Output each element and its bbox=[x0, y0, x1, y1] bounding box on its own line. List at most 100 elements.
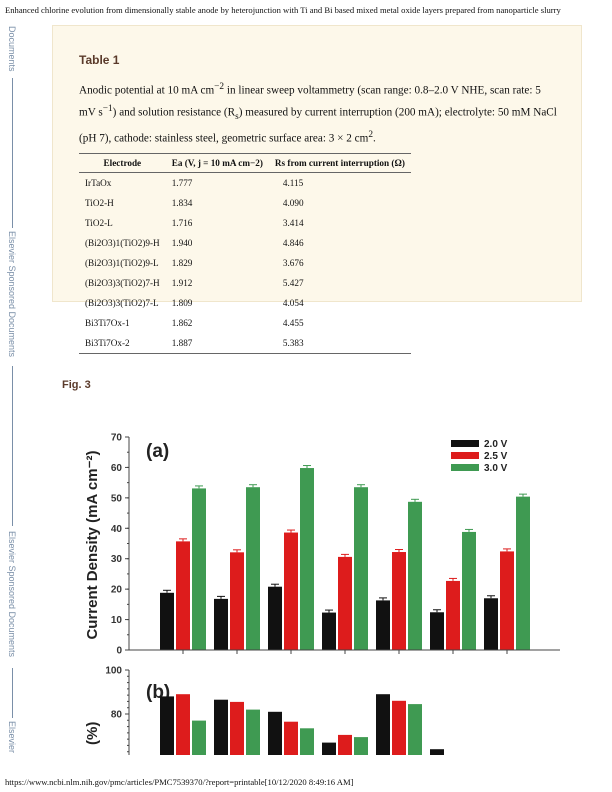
bar-20V bbox=[430, 749, 444, 755]
table-panel: Table 1 Anodic potential at 10 mA cm−2 i… bbox=[52, 25, 582, 354]
table-cell: 4.846 bbox=[282, 238, 304, 248]
bar-20V bbox=[214, 598, 228, 650]
bar-25V bbox=[500, 551, 514, 650]
bar-20V bbox=[376, 600, 390, 650]
table-cell: 1.829 bbox=[171, 258, 193, 268]
bar-25V bbox=[230, 552, 244, 650]
bar-20V bbox=[268, 586, 282, 650]
bar-25V bbox=[338, 556, 352, 650]
table-cell: 4.054 bbox=[282, 298, 304, 308]
y-tick-label: 20 bbox=[111, 585, 123, 596]
legend-label: 2.0 V bbox=[484, 439, 508, 450]
table-cell: 3.676 bbox=[282, 258, 304, 268]
figure-3-chart: 0 10 20 30 40 50 60 70 (a) Current Density (mA cm… bbox=[84, 433, 560, 755]
column-header: Electrode bbox=[79, 153, 166, 173]
table-title: Table 1 bbox=[79, 53, 120, 67]
bar-25V bbox=[176, 694, 190, 755]
figure-label: Fig. 3 bbox=[62, 379, 91, 391]
column-header: Rs from current interruption (Ω) bbox=[268, 153, 411, 173]
y-tick-label: 30 bbox=[111, 554, 123, 565]
bar-25V bbox=[284, 721, 298, 755]
table-cell: Bi3Ti7Ox-2 bbox=[79, 333, 166, 354]
table-cell: IrTaOx bbox=[85, 178, 112, 188]
page-footer: https://www.ncbi.nlm.nih.gov/pmc/article… bbox=[5, 777, 354, 787]
table-cell: 1.834 bbox=[171, 198, 193, 208]
table-row: (Bi2O3)1(TiO2)9-L 1.829 3.676 bbox=[79, 253, 411, 273]
y-tick-label: 10 bbox=[111, 615, 123, 626]
bar-30V bbox=[354, 487, 368, 650]
y-tick-label: 100 bbox=[105, 666, 122, 677]
column-header: Ea (V, j = 10 mA cm−2) bbox=[165, 153, 269, 173]
bar-30V bbox=[300, 468, 314, 650]
table-caption: Anodic potential at 10 mA cm−2 in linear… bbox=[79, 82, 557, 145]
table-cell: Bi3Ti7Ox-1 bbox=[85, 318, 130, 328]
table-row: IrTaOx 1.777 4.115 bbox=[79, 173, 411, 194]
table-row: Bi3Ti7Ox-1 1.862 4.455 bbox=[79, 313, 411, 333]
table-row: (Bi2O3)3(TiO2)7-H 1.912 5.427 bbox=[79, 273, 411, 293]
panel-label: (a) bbox=[146, 441, 169, 462]
bar-30V bbox=[408, 704, 422, 755]
page-header: Enhanced chlorine evolution from dimensi… bbox=[5, 5, 561, 15]
legend-swatch bbox=[451, 452, 479, 459]
table-cell: 1.912 bbox=[171, 278, 193, 288]
bar-30V bbox=[246, 709, 260, 755]
table-row: (Bi2O3)3(TiO2)7-L 1.809 4.054 bbox=[79, 293, 411, 313]
bar-25V bbox=[392, 700, 406, 755]
table-cell: 1.716 bbox=[171, 218, 193, 228]
bar-25V bbox=[230, 701, 244, 755]
legend-swatch bbox=[451, 464, 479, 471]
bar-30V bbox=[408, 501, 422, 650]
bar-20V bbox=[322, 612, 336, 650]
bar-25V bbox=[176, 541, 190, 650]
bar-30V bbox=[462, 531, 476, 650]
table-cell: 3.414 bbox=[282, 218, 304, 228]
bar-25V bbox=[446, 580, 460, 650]
y-tick-label: 50 bbox=[111, 493, 123, 504]
bar-30V bbox=[300, 728, 314, 755]
bar-30V bbox=[192, 720, 206, 755]
y-axis-label: Current Density (mA cm⁻²) bbox=[84, 450, 101, 639]
table-cell: 1.940 bbox=[171, 238, 193, 248]
table-cell: 5.427 bbox=[282, 278, 304, 288]
bar-20V bbox=[268, 711, 282, 755]
table-row: TiO2-H 1.834 4.090 bbox=[79, 193, 411, 213]
table-cell: 1.777 bbox=[171, 178, 193, 188]
y-axis-label: (%) bbox=[84, 722, 101, 745]
bar-20V bbox=[160, 696, 174, 755]
bar-20V bbox=[376, 694, 390, 755]
sidebar-divider bbox=[12, 78, 13, 228]
table-cell: (Bi2O3)3(TiO2)7-H bbox=[85, 278, 160, 288]
table-cell: 4.455 bbox=[282, 318, 304, 328]
bar-30V bbox=[516, 496, 530, 650]
table-cell: 4.115 bbox=[282, 178, 304, 188]
sidebar: Documents Elsevier Sponsored Documents E… bbox=[6, 26, 18, 792]
bar-30V bbox=[246, 487, 260, 650]
table-cell: (Bi2O3)1(TiO2)9-H bbox=[85, 238, 160, 248]
bar-20V bbox=[484, 598, 498, 650]
y-tick-label: 40 bbox=[111, 524, 123, 535]
y-tick-label: 0 bbox=[116, 646, 122, 657]
legend-swatch bbox=[451, 440, 479, 447]
table-cell: (Bi2O3)3(TiO2)7-L bbox=[85, 298, 159, 308]
table-cell: TiO2-L bbox=[85, 218, 113, 228]
bar-30V bbox=[354, 737, 368, 755]
bar-30V bbox=[192, 488, 206, 650]
legend-label: 2.5 V bbox=[484, 451, 508, 462]
table-cell: 1.809 bbox=[171, 298, 193, 308]
data-table: Electrode Ea (V, j = 10 mA cm−2) Rs from… bbox=[79, 153, 411, 354]
sidebar-divider bbox=[12, 668, 13, 718]
table-row: Bi3Ti7Ox-2 1.887 5.383 bbox=[79, 333, 411, 354]
table-cell: 1.862 bbox=[171, 318, 193, 328]
y-tick-label: 70 bbox=[111, 433, 123, 444]
bar-25V bbox=[392, 552, 406, 650]
table-row: (Bi2O3)1(TiO2)9-H 1.940 4.846 bbox=[79, 233, 411, 253]
bar-20V bbox=[322, 742, 336, 755]
table-cell: (Bi2O3)1(TiO2)9-L bbox=[85, 258, 159, 268]
table-cell: 1.887 bbox=[165, 333, 269, 354]
bar-25V bbox=[338, 734, 352, 755]
y-tick-label: 80 bbox=[111, 710, 123, 721]
table-row: TiO2-L 1.716 3.414 bbox=[79, 213, 411, 233]
bar-20V bbox=[430, 612, 444, 650]
table-cell: 4.090 bbox=[282, 198, 304, 208]
table-cell: 5.383 bbox=[268, 333, 411, 354]
